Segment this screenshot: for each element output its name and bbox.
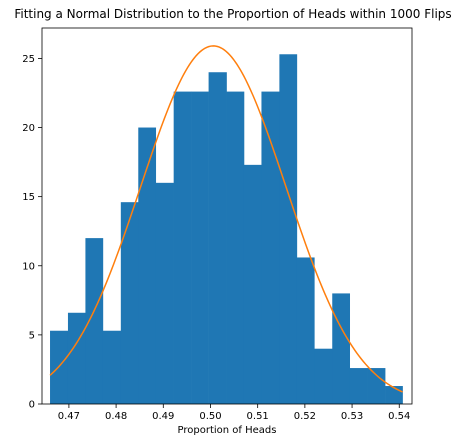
histogram-bar (208, 72, 227, 404)
histogram-bar (102, 330, 122, 404)
x-tick-label: 0.50 (199, 411, 221, 422)
histogram-bar (261, 91, 280, 405)
x-tick-label: 0.51 (247, 411, 269, 422)
y-tick-label: 20 (22, 123, 35, 134)
y-tick-label: 5 (29, 330, 35, 341)
histogram-bar (226, 91, 245, 405)
normal-fit-curve (49, 45, 403, 393)
x-tick-label: 0.47 (58, 411, 80, 422)
histogram-bar (138, 127, 157, 404)
y-tick-label: 0 (29, 400, 35, 411)
histogram-bar (173, 91, 192, 405)
x-tick-label: 0.54 (388, 411, 410, 422)
chart-title: Fitting a Normal Distribution to the Pro… (14, 7, 451, 21)
histogram-bar (349, 368, 368, 404)
histogram-bar (243, 164, 262, 404)
x-tick-label: 0.49 (152, 411, 174, 422)
x-axis: 0.47 0.48 0.49 0.50 0.51 0.52 0.53 0.54 (58, 404, 410, 422)
histogram-bar (50, 330, 69, 404)
histogram-bar (155, 182, 174, 404)
histogram-bar (367, 368, 386, 404)
y-tick-label: 10 (22, 261, 35, 272)
y-tick-label: 15 (22, 192, 35, 203)
y-axis: 0 5 10 15 20 25 (22, 54, 42, 411)
histogram-bar (67, 312, 86, 404)
x-tick-label: 0.53 (341, 411, 363, 422)
x-axis-label: Proportion of Heads (178, 425, 277, 436)
histogram-bar (385, 386, 403, 404)
histogram-bar (314, 348, 333, 404)
histogram-bar (332, 293, 351, 404)
histogram-bar (120, 202, 139, 404)
histogram-bar (296, 257, 315, 404)
histogram-bars (50, 54, 403, 405)
plot-frame (41, 27, 413, 405)
x-tick-label: 0.48 (105, 411, 127, 422)
histogram-bar (191, 91, 209, 405)
histogram-bar (85, 238, 104, 404)
normal-fit-layer (49, 45, 403, 393)
x-tick-label: 0.52 (294, 411, 316, 422)
y-tick-label: 25 (22, 54, 35, 65)
histogram-bar (279, 54, 298, 404)
